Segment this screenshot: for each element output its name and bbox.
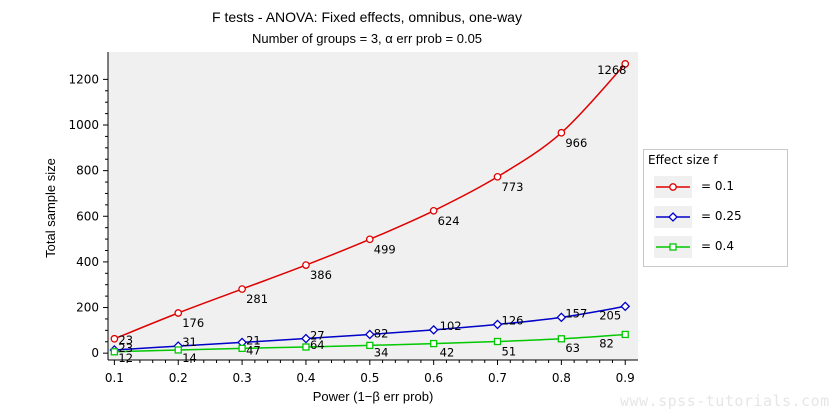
data-label: 281 [246, 292, 268, 306]
axes: 0.1 0.2 0.3 0.4 0.5 0.6 0.7 0.8 0.9 0 200 400 600 800… [68, 52, 638, 385]
data-point [428, 324, 439, 335]
data-label: 126 [502, 313, 524, 327]
legend-swatch-blue-diamond [654, 206, 692, 228]
data-point [621, 330, 629, 339]
data-label: 47 [246, 343, 261, 357]
data-label: 14 [182, 351, 197, 365]
data-label: 23 [118, 341, 133, 355]
x-tick-label: 0.1 [105, 371, 124, 385]
data-label: 27 [310, 329, 325, 343]
data-label: 63 [565, 341, 580, 355]
data-labels: 23 176 281 386 499 624 773 966 1268 23 31 21 27 82 102… [118, 63, 626, 365]
data-label: 51 [502, 345, 517, 359]
data-label: 82 [374, 326, 389, 340]
series-line-1 [114, 305, 626, 351]
x-tick-label: 0.4 [296, 371, 315, 385]
data-label: 64 [310, 338, 325, 352]
data-point [365, 235, 374, 244]
data-point [620, 301, 631, 312]
data-point [302, 343, 310, 351]
data-label: 386 [310, 268, 332, 282]
data-label: 42 [440, 346, 455, 360]
legend-label: = 0.4 [701, 239, 734, 253]
chart-title: F tests - ANOVA: Fixed effects, omnibus,… [212, 9, 522, 25]
data-label: 82 [599, 336, 614, 350]
data-point [493, 337, 502, 346]
data-point [174, 309, 183, 317]
y-tick-label: 1000 [68, 118, 99, 132]
data-label: 966 [565, 136, 587, 150]
data-point [366, 341, 374, 350]
x-tick-label: 0.8 [552, 371, 571, 385]
data-point [110, 334, 119, 343]
data-label: 176 [182, 316, 204, 330]
data-point [557, 335, 566, 343]
x-tick-label: 0.5 [360, 371, 379, 385]
data-label: 205 [599, 308, 621, 322]
legend-item-0.4: = 0.4 [654, 236, 782, 258]
x-tick-label: 0.3 [233, 371, 252, 385]
data-label: 499 [374, 242, 396, 256]
data-point [556, 312, 567, 323]
legend-swatch-red-circle [654, 176, 692, 198]
legend-label: = 0.25 [701, 209, 742, 223]
chart-subtitle: Number of groups = 3, α err prob = 0.05 [252, 31, 482, 46]
x-tick-label: 0.6 [424, 371, 443, 385]
legend-item-0.1: = 0.1 [654, 176, 782, 198]
data-label: 34 [374, 345, 389, 359]
legend-label: = 0.1 [701, 179, 734, 193]
data-point [621, 60, 630, 68]
data-label: 157 [565, 306, 587, 320]
data-point [174, 346, 182, 354]
data-point [492, 319, 503, 330]
x-tick-label: 0.9 [616, 371, 635, 385]
data-point [429, 206, 438, 215]
data-point [301, 333, 311, 344]
data-label: 31 [182, 335, 197, 349]
legend-title: Effect size f [648, 153, 718, 167]
y-axis-label: Total sample size [43, 158, 58, 258]
data-point [493, 172, 502, 181]
x-axis-label: Power (1−β err prob) [313, 389, 434, 404]
data-label: 12 [118, 351, 133, 365]
y-tick-label: 600 [76, 209, 99, 223]
data-point [557, 128, 566, 137]
data-label: 773 [502, 180, 524, 194]
data-label: 23 [118, 333, 133, 347]
data-label: 102 [440, 319, 462, 333]
data-point [238, 285, 246, 293]
plot-background [108, 52, 638, 360]
legend-swatch-green-square [654, 236, 692, 258]
y-tick-label: 800 [76, 164, 99, 178]
data-point [364, 329, 375, 340]
x-tick-label: 0.2 [169, 371, 188, 385]
data-point [302, 261, 310, 269]
series-layer [109, 60, 631, 356]
legend-item-0.25: = 0.25 [654, 206, 782, 228]
y-tick-label: 1200 [68, 72, 99, 86]
y-tick-label: 400 [76, 255, 99, 269]
x-tick-label: 0.7 [488, 371, 507, 385]
data-label: 624 [438, 214, 460, 228]
data-point [430, 339, 438, 348]
y-tick-label: 200 [76, 301, 99, 315]
data-label: 21 [246, 333, 261, 347]
data-point [238, 344, 246, 353]
data-label: 1268 [597, 63, 626, 77]
watermark: www.spss-tutorials.com [620, 392, 830, 410]
y-tick-label: 0 [91, 346, 99, 360]
legend: Effect size f = 0.1 = 0.25 = 0.4 [643, 149, 788, 267]
data-point [110, 348, 119, 356]
